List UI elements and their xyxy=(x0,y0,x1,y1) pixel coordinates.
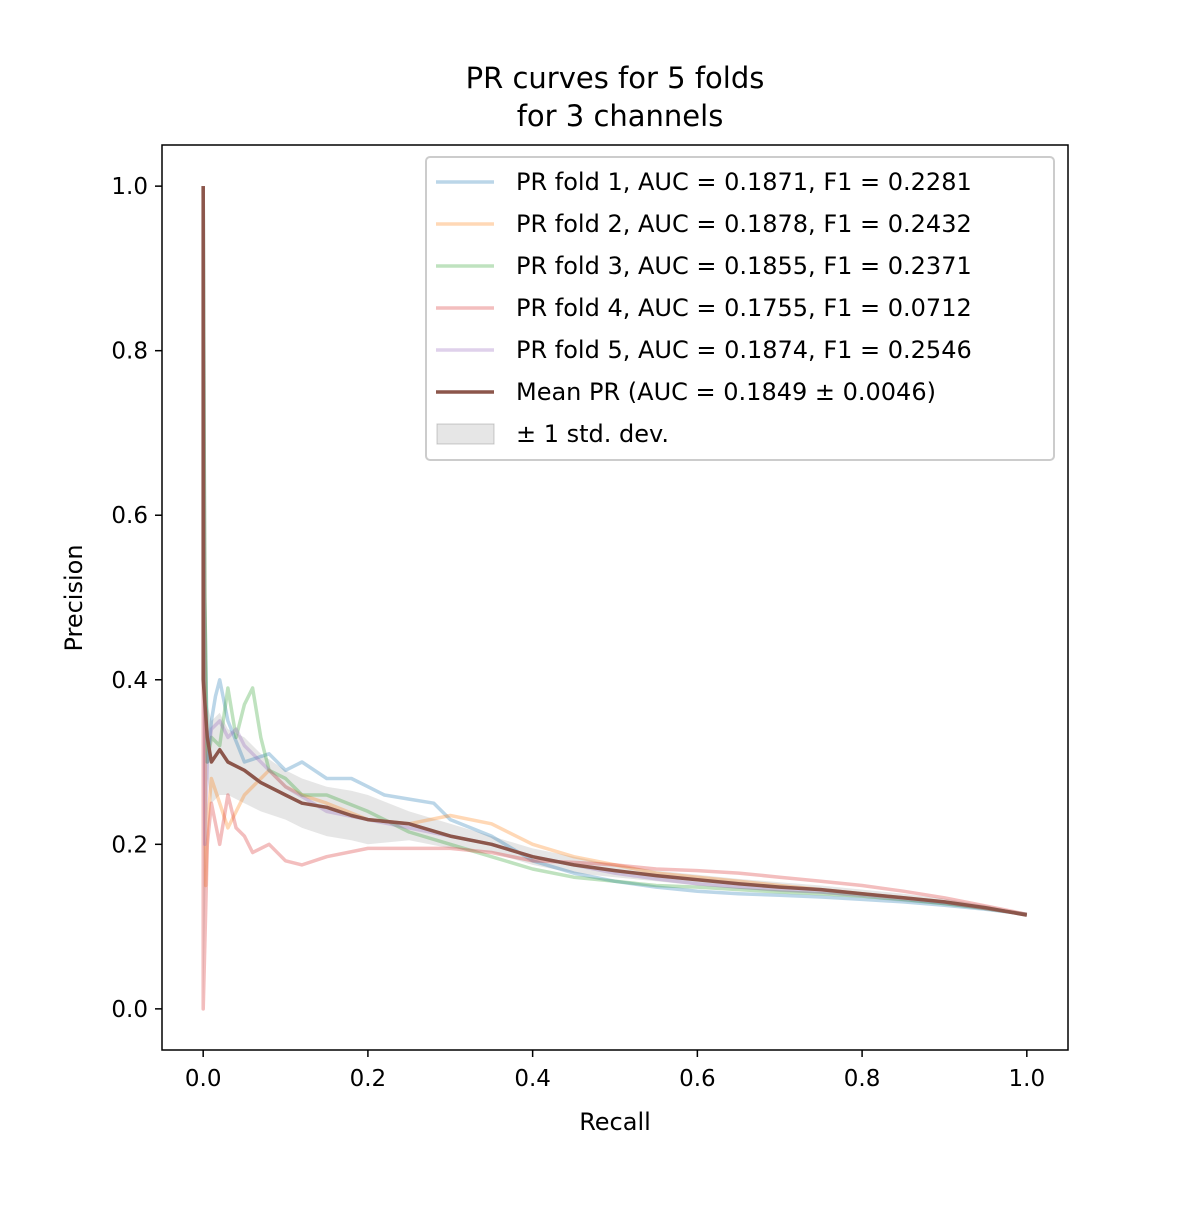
legend-label-mean: Mean PR (AUC = 0.1849 ± 0.0046) xyxy=(516,378,936,406)
x-tick-label: 1.0 xyxy=(1009,1066,1046,1092)
y-tick-label: 0.6 xyxy=(111,503,148,529)
y-axis: 0.0 0.2 0.4 0.6 0.8 1.0 xyxy=(111,174,162,1023)
y-tick-label: 0.8 xyxy=(111,339,148,365)
x-tick-label: 0.4 xyxy=(514,1066,551,1092)
y-tick-label: 0.4 xyxy=(111,668,148,694)
series-line-fold-1 xyxy=(201,186,1028,917)
legend-label-fold-3: PR fold 3, AUC = 0.1855, F1 = 0.2371 xyxy=(516,252,972,280)
series-line-fold-4 xyxy=(201,186,1028,1011)
y-tick-label: 1.0 xyxy=(111,174,148,200)
legend-label-fold-2: PR fold 2, AUC = 0.1878, F1 = 0.2432 xyxy=(516,210,972,238)
legend-label-fold-1: PR fold 1, AUC = 0.1871, F1 = 0.2281 xyxy=(516,168,972,196)
x-tick-label: 0.2 xyxy=(350,1066,387,1092)
series-line-mean xyxy=(201,186,1028,917)
x-axis-label: Recall xyxy=(579,1108,651,1136)
chart-title-line-1: PR curves for 5 folds xyxy=(466,61,765,95)
legend-swatch-std-dev xyxy=(436,423,495,445)
y-tick-label: 0.0 xyxy=(111,997,148,1023)
legend-label-fold-5: PR fold 5, AUC = 0.1874, F1 = 0.2546 xyxy=(516,336,972,364)
y-tick-label: 0.2 xyxy=(111,832,148,858)
x-axis: 0.0 0.2 0.4 0.6 0.8 1.0 xyxy=(185,1050,1045,1092)
series-line-fold-3 xyxy=(201,186,1028,917)
x-tick-label: 0.6 xyxy=(679,1066,716,1092)
legend-frame xyxy=(425,156,1055,461)
axes-frame xyxy=(161,144,1069,1051)
legend-label-fold-4: PR fold 4, AUC = 0.1755, F1 = 0.0712 xyxy=(516,294,972,322)
x-tick-label: 0.8 xyxy=(844,1066,881,1092)
x-tick-label: 0.0 xyxy=(185,1066,222,1092)
legend: PR fold 1, AUC = 0.1871, F1 = 0.2281 PR f… xyxy=(425,156,1055,461)
legend-label-std-dev: ± 1 std. dev. xyxy=(516,420,669,448)
plot-area xyxy=(201,186,1028,1011)
chart-title-line-2: for 3 channels xyxy=(517,99,724,133)
y-axis-label: Precision xyxy=(60,544,88,651)
